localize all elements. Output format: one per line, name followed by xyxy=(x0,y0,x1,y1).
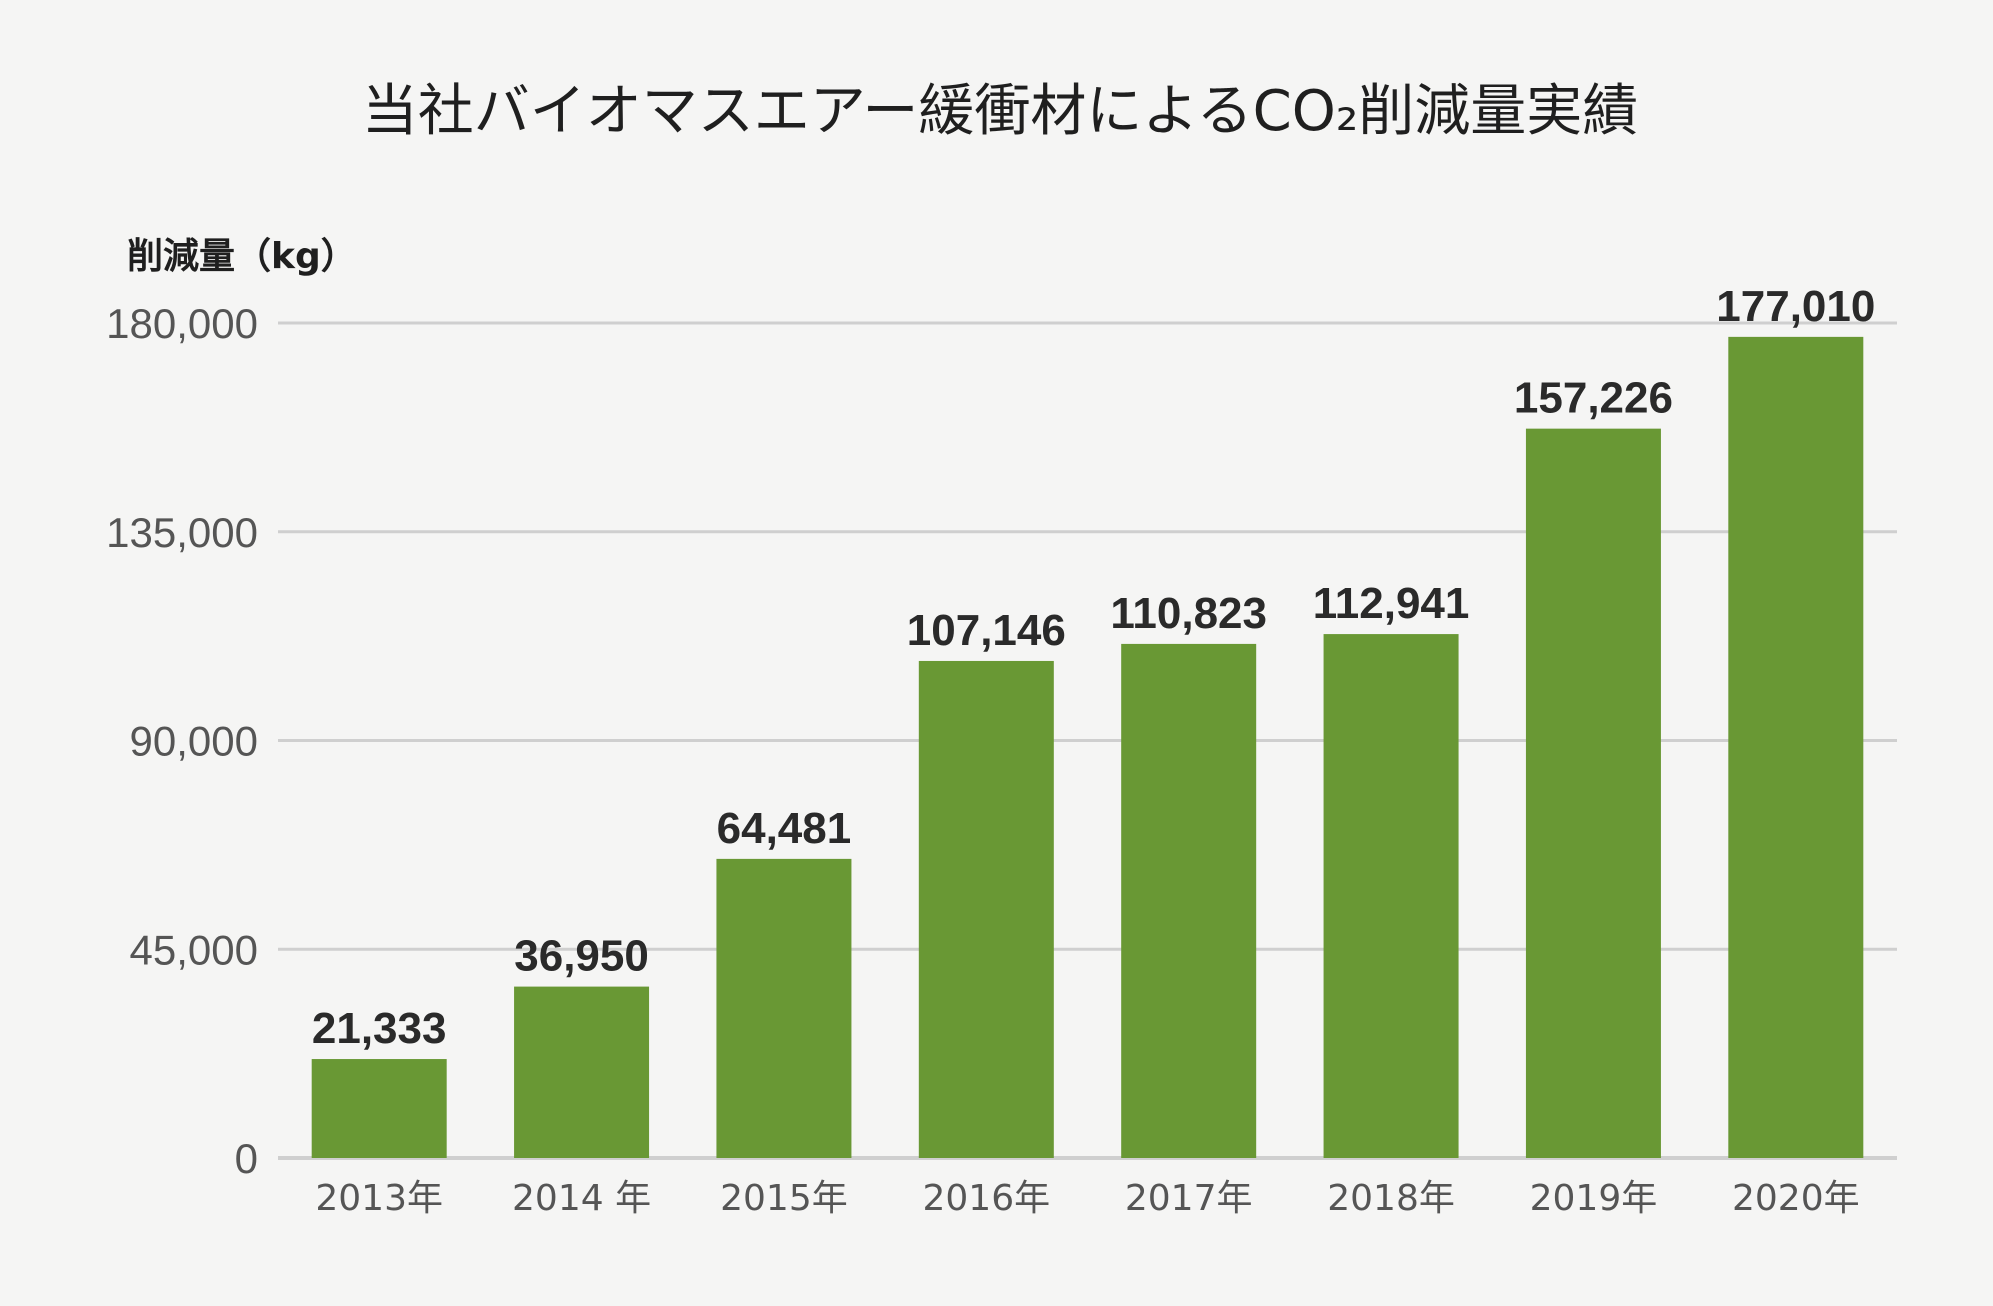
bar xyxy=(311,1059,447,1158)
data-label: 36,950 xyxy=(514,932,649,981)
x-tick-label: 2019年 xyxy=(1530,1178,1658,1219)
x-axis-ticks: 2013年 2014 年 2015年 2016年 2017年 2018年 2019年 2020… xyxy=(315,1178,1859,1219)
bar xyxy=(1323,634,1459,1158)
bar xyxy=(716,858,852,1158)
y-tick-label: 45,000 xyxy=(130,926,258,973)
y-tick-label: 135,000 xyxy=(106,509,258,556)
bars xyxy=(311,336,1864,1159)
data-label: 157,226 xyxy=(1514,374,1673,423)
bar xyxy=(514,986,650,1158)
x-tick-label: 2013年 xyxy=(315,1178,443,1219)
x-tick-label: 2016年 xyxy=(923,1178,1051,1219)
data-label: 112,941 xyxy=(1313,579,1470,628)
y-axis-ticks: 0 45,000 90,000 135,000 180,000 xyxy=(106,300,258,1182)
bar xyxy=(1525,428,1661,1158)
data-label: 107,146 xyxy=(907,606,1066,655)
bar xyxy=(1728,336,1864,1159)
x-tick-label: 2014 年 xyxy=(512,1178,651,1219)
data-label: 177,010 xyxy=(1716,282,1875,331)
x-tick-label: 2018年 xyxy=(1327,1178,1455,1219)
bar xyxy=(1121,643,1257,1158)
x-tick-label: 2020年 xyxy=(1732,1178,1860,1219)
data-label: 110,823 xyxy=(1110,589,1267,638)
data-label: 21,333 xyxy=(312,1004,447,1053)
data-labels: 21,333 36,950 64,481 107,146 110,823 112,941 1… xyxy=(312,282,1875,1053)
y-tick-label: 90,000 xyxy=(130,718,258,765)
y-axis-label: 削減量（kg） xyxy=(127,236,357,277)
bar xyxy=(918,660,1054,1158)
chart-title: 当社バイオマスエアー緩衝材によるCO₂削減量実績 xyxy=(362,79,1639,144)
x-tick-label: 2015年 xyxy=(720,1178,848,1219)
data-label: 64,481 xyxy=(717,804,852,853)
y-tick-label: 0 xyxy=(235,1135,258,1182)
y-tick-label: 180,000 xyxy=(106,300,258,347)
x-tick-label: 2017年 xyxy=(1125,1178,1253,1219)
